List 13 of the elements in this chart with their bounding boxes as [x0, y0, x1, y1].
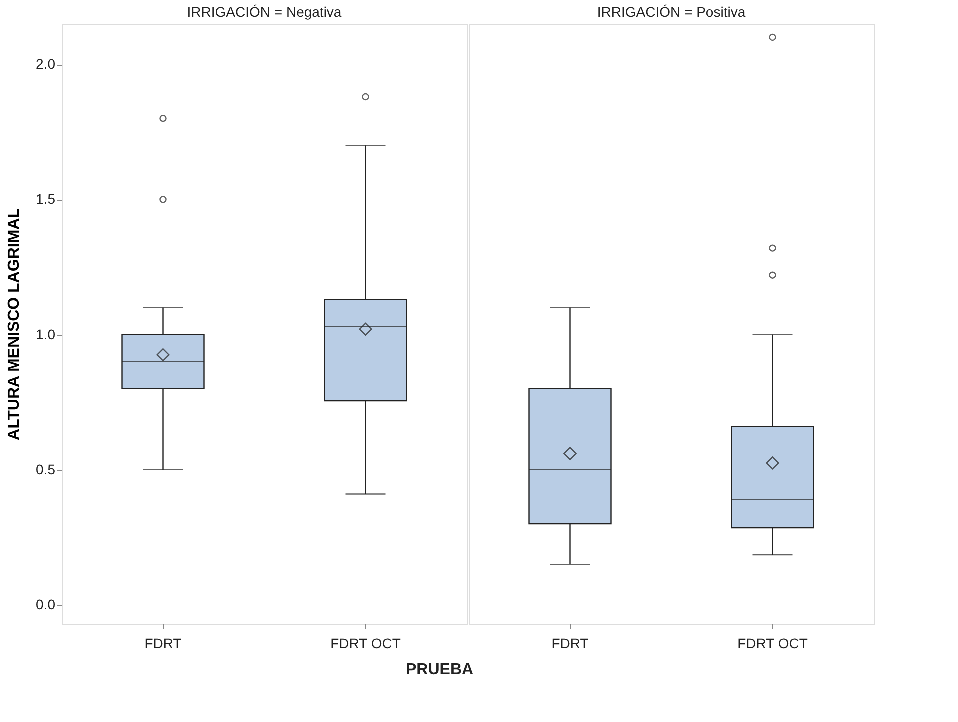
x-tick-label: FDRT OCT — [330, 636, 402, 652]
y-tick-label: 0.0 — [36, 596, 56, 613]
x-axis-title: PRUEBA — [406, 662, 474, 678]
chart-title: IRRIGACIÓN = Negativa — [187, 4, 342, 20]
x-tick-label: FDRT — [552, 636, 590, 652]
y-axis-title: ALTURA MENISCO LAGRIMAL — [6, 208, 24, 440]
x-tick-label: FDRT — [144, 636, 182, 652]
y-tick-label: 1.5 — [36, 191, 56, 208]
y-tick-label: 1.0 — [36, 326, 56, 342]
y-tick-label: 2.0 — [36, 56, 56, 72]
y-tick-label: 0.5 — [36, 461, 56, 478]
chart-title: IRRIGACIÓN = Positiva — [597, 4, 746, 20]
x-tick-label: FDRT OCT — [738, 636, 808, 652]
